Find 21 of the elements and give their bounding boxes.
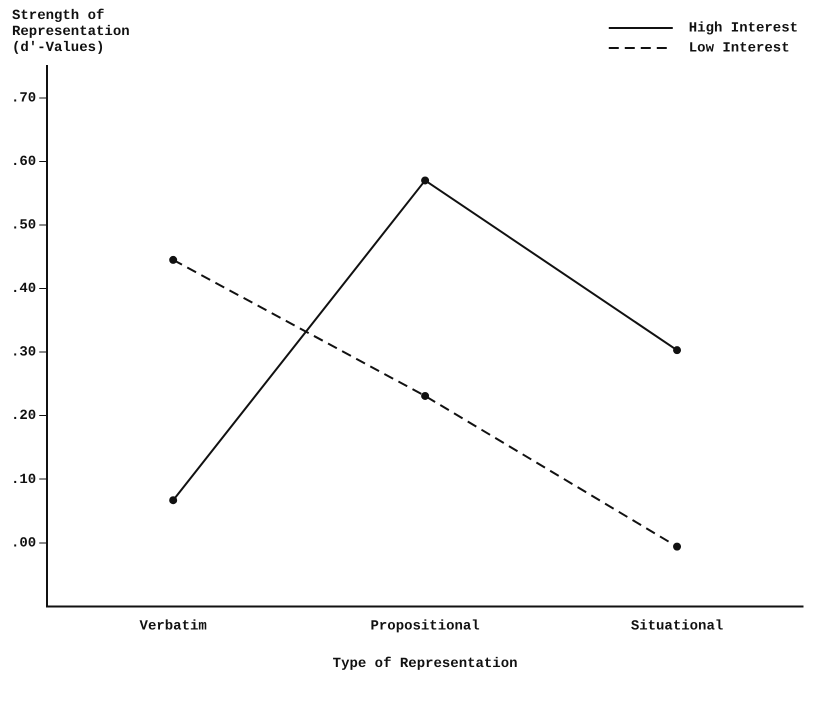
y-tick-label: .70 [10,90,36,106]
y-tick-label: .20 [10,408,36,424]
y-tick-label: .40 [10,281,36,298]
point [421,176,430,184]
y-tick-label: .30 [10,344,36,361]
point [169,256,178,264]
y-tick-label: .10 [10,472,36,488]
point [673,346,682,354]
x-axis-title: Type of Representation [332,656,518,672]
y-tick-label: .60 [10,154,36,170]
point [673,542,682,551]
x-tick-label: Propositional [370,618,480,634]
x-tick-label: Verbatim [140,618,207,634]
x-tick-label: Situational [630,618,724,634]
y-tick-label: .00 [10,535,36,552]
legend-label: Low Interest [688,40,790,57]
legend-label: High Interest [688,20,798,37]
y-axis-title: Strength of Representation (d'-Values) [12,8,131,56]
point [421,392,430,400]
point [169,496,178,504]
y-tick-label: .50 [10,217,36,234]
